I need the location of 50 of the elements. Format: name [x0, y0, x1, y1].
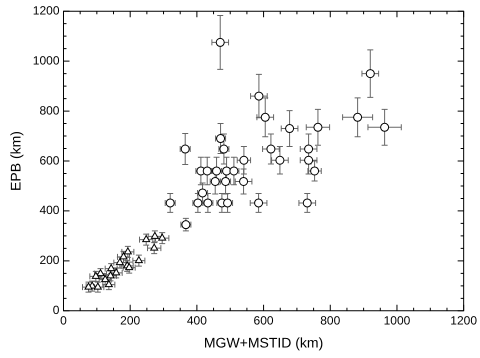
- x-tick-label: 800: [320, 313, 341, 328]
- point: [285, 124, 294, 134]
- point: [120, 252, 128, 260]
- point: [310, 166, 320, 176]
- point: [106, 271, 114, 278]
- y-tick-label: 400: [39, 203, 60, 218]
- point: [94, 282, 102, 290]
- point: [254, 198, 264, 208]
- y-tick-label: 1000: [32, 53, 60, 68]
- y-axis-title: EPB (km): [7, 131, 24, 191]
- point: [116, 258, 124, 266]
- point: [366, 69, 375, 78]
- point: [254, 92, 264, 101]
- x-axis-title: MGW+MSTID (km): [204, 334, 324, 350]
- point: [239, 176, 248, 186]
- y-tick-label: 200: [39, 253, 60, 268]
- point: [302, 198, 312, 208]
- point: [275, 156, 284, 165]
- point: [260, 112, 270, 122]
- point: [380, 122, 390, 132]
- point: [150, 232, 159, 239]
- point: [313, 122, 322, 132]
- point: [112, 268, 120, 276]
- point: [304, 144, 314, 154]
- point: [266, 144, 276, 154]
- point: [124, 247, 132, 254]
- point: [96, 269, 104, 276]
- point: [150, 244, 158, 251]
- x-tick-label: 1000: [384, 313, 411, 328]
- x-tick-label: 200: [120, 313, 141, 328]
- x-tick-label: 1200: [450, 313, 478, 328]
- x-tick-label: 600: [254, 313, 274, 328]
- point: [304, 156, 314, 165]
- point: [239, 156, 248, 165]
- y-tick-label: 800: [39, 103, 60, 118]
- point: [158, 234, 166, 241]
- point: [104, 280, 113, 288]
- point: [101, 275, 110, 282]
- point: [84, 282, 92, 290]
- point: [107, 264, 116, 272]
- y-tick-label: 600: [39, 153, 60, 168]
- y-tick-label: 1200: [32, 4, 60, 18]
- point: [134, 256, 143, 264]
- point: [92, 272, 100, 279]
- point: [353, 112, 362, 122]
- point: [216, 38, 225, 47]
- point: [125, 263, 134, 270]
- x-tick-label: 400: [186, 313, 208, 328]
- point: [142, 235, 150, 242]
- y-tick-label: 0: [52, 303, 60, 318]
